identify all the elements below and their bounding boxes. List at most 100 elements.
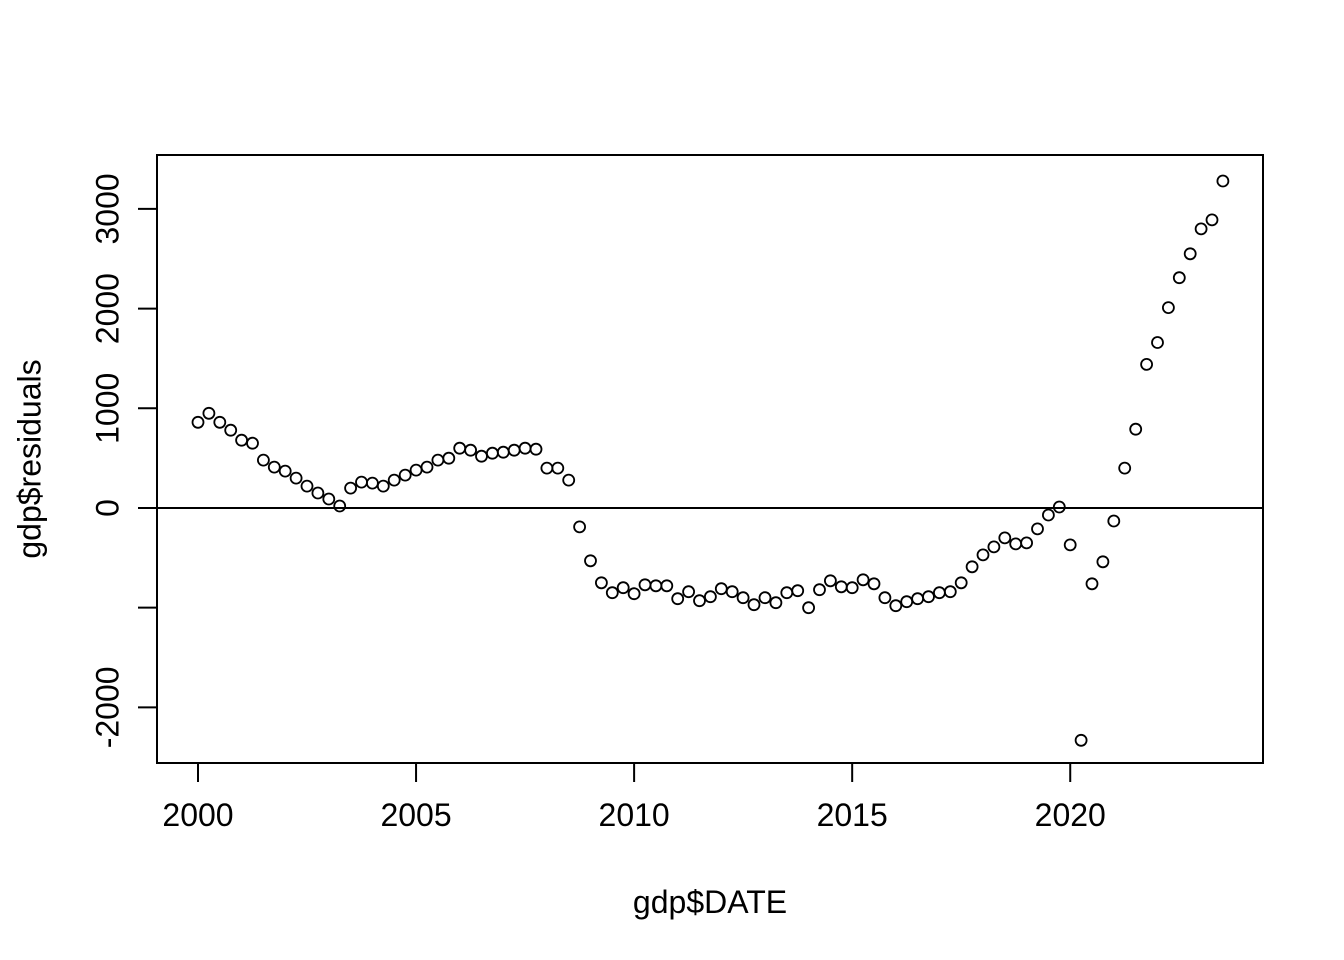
data-point — [791, 584, 805, 598]
y-tick-label: 3000 — [89, 173, 125, 244]
data-point — [584, 554, 597, 568]
data-point — [246, 436, 259, 450]
data-point — [802, 601, 815, 615]
data-point — [1020, 536, 1033, 550]
y-tick-label: -2000 — [89, 666, 125, 748]
data-point — [278, 464, 292, 478]
data-point — [507, 443, 521, 457]
data-point — [725, 585, 739, 599]
data-point — [420, 460, 434, 474]
data-point — [1205, 213, 1219, 227]
data-point — [933, 586, 946, 600]
data-point — [878, 591, 892, 605]
data-point — [856, 573, 870, 587]
x-tick-label: 2015 — [817, 797, 888, 833]
x-axis-title: gdp$DATE — [632, 884, 788, 920]
plot-box — [156, 154, 1264, 764]
data-point — [965, 560, 979, 574]
data-point — [976, 548, 990, 562]
x-tick-label: 2010 — [599, 797, 670, 833]
data-point — [595, 576, 608, 590]
data-point — [333, 499, 347, 513]
data-point — [769, 596, 783, 610]
data-point — [409, 463, 423, 477]
data-point — [671, 592, 685, 606]
data-point — [1085, 577, 1099, 591]
data-point — [704, 590, 717, 604]
data-point — [638, 578, 652, 592]
data-point — [1129, 422, 1143, 436]
x-tick-label: 2005 — [380, 797, 451, 833]
data-point — [1162, 301, 1175, 315]
x-tick-label: 2000 — [162, 797, 233, 833]
data-point — [1172, 271, 1186, 285]
data-point — [867, 577, 881, 591]
data-point — [954, 576, 968, 590]
data-point — [813, 583, 826, 597]
data-point — [758, 591, 772, 605]
data-point — [442, 451, 456, 465]
data-point — [267, 460, 281, 474]
data-point — [235, 433, 249, 447]
data-point — [256, 453, 270, 467]
data-point — [1107, 514, 1121, 528]
data-point — [693, 594, 706, 608]
x-axis: 2000 2005 2010 2015 2020 — [162, 763, 1106, 833]
data-point — [747, 598, 761, 612]
data-point — [943, 585, 957, 599]
data-point — [1151, 336, 1164, 349]
data-point — [1140, 357, 1153, 371]
data-point — [780, 586, 794, 600]
data-point — [573, 520, 586, 534]
data-point — [1009, 537, 1023, 551]
data-point — [398, 468, 412, 482]
data-point — [824, 574, 837, 588]
y-tick-label: 1000 — [89, 373, 125, 444]
data-point — [213, 415, 227, 429]
data-point — [496, 445, 510, 459]
data-point — [464, 443, 478, 457]
data-point — [485, 446, 499, 460]
data-point — [355, 475, 368, 489]
data-point — [202, 406, 216, 420]
y-tick-label: 2000 — [89, 273, 125, 344]
data-point — [540, 461, 554, 475]
data-point — [605, 586, 619, 600]
data-point — [365, 476, 379, 490]
data-point — [682, 585, 695, 599]
data-point — [911, 592, 924, 606]
data-point — [322, 492, 336, 506]
data-point — [529, 442, 543, 456]
data-point — [736, 591, 750, 605]
data-point — [191, 415, 205, 429]
data-point — [1052, 500, 1066, 514]
data-point — [311, 486, 325, 500]
data-point — [387, 473, 401, 487]
data-point — [987, 540, 1001, 554]
data-point — [376, 479, 390, 493]
data-point — [1216, 174, 1230, 188]
data-point — [649, 579, 663, 593]
y-axis: 3000 2000 1000 0 -2000 — [89, 173, 157, 748]
data-point — [845, 581, 859, 595]
data-point — [714, 582, 728, 596]
y-axis-title: gdp$residuals — [11, 359, 48, 559]
data-point — [1031, 522, 1044, 536]
data-point — [289, 471, 303, 485]
data-point — [475, 449, 488, 463]
data-point — [518, 441, 532, 455]
data-point — [660, 579, 674, 593]
data-point — [453, 441, 467, 455]
data-point — [551, 461, 565, 475]
data-point — [1096, 555, 1110, 569]
data-point — [616, 581, 630, 595]
data-point — [344, 481, 358, 495]
data-point — [922, 590, 935, 604]
data-point — [1042, 508, 1055, 522]
data-point — [1063, 538, 1077, 552]
data-point — [1074, 733, 1088, 747]
data-point — [224, 423, 238, 437]
data-point — [900, 595, 914, 609]
